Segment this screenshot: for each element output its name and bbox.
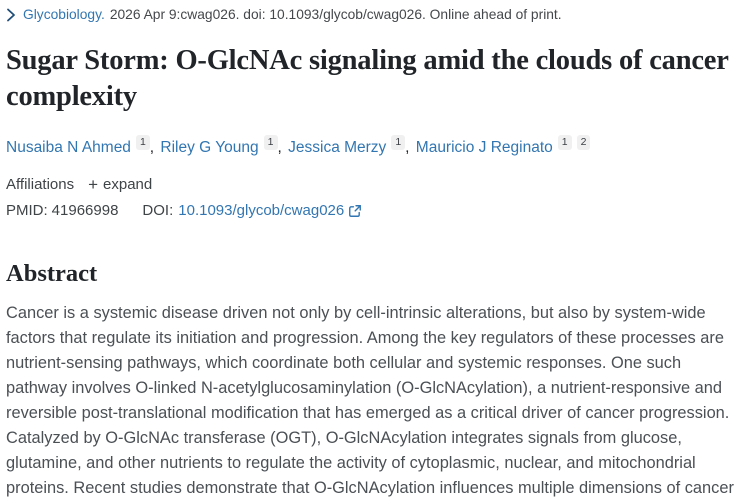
- affiliation-superscript: 1: [391, 135, 406, 150]
- author-separator: ,: [277, 139, 287, 156]
- abstract-heading: Abstract: [6, 260, 98, 287]
- identifiers-row: PMID: 41966998 DOI: 10.1093/glycob/cwag02…: [6, 202, 742, 219]
- author-separator: ,: [149, 139, 159, 156]
- journal-chevron-icon[interactable]: [6, 8, 16, 22]
- expand-affiliations-button[interactable]: + expand: [88, 176, 152, 193]
- external-link-icon: [349, 204, 362, 217]
- doi-value: 10.1093/glycob/cwag026: [178, 202, 345, 219]
- pmid-value: 41966998: [51, 202, 119, 219]
- article-title: Sugar Storm: O-GlcNAc signaling amid the…: [6, 45, 729, 112]
- affiliations-label: Affiliations: [6, 176, 75, 193]
- author-link[interactable]: Jessica Merzy: [288, 139, 387, 156]
- author-link[interactable]: Nusaiba N Ahmed: [6, 139, 131, 156]
- expand-label: expand: [103, 176, 153, 193]
- author-separator: ,: [405, 139, 414, 156]
- pmid-label: PMID:: [6, 202, 48, 219]
- citation-line: Glycobiology. 2026 Apr 9:cwag026. doi: 1…: [6, 7, 742, 22]
- journal-link[interactable]: Glycobiology.: [23, 7, 105, 22]
- plus-icon: +: [88, 175, 99, 194]
- citation-meta: 2026 Apr 9:cwag026. doi: 10.1093/glycob/…: [109, 7, 562, 22]
- author-link[interactable]: Mauricio J Reginato: [415, 139, 553, 156]
- pmid-group: PMID: 41966998: [6, 202, 118, 219]
- affiliations-row: Affiliations + expand: [6, 176, 742, 193]
- affiliation-superscript: 1: [263, 135, 278, 150]
- author-link[interactable]: Riley G Young: [160, 139, 259, 156]
- affiliation-superscript: 1: [135, 135, 150, 150]
- affiliation-superscript: 2: [576, 135, 591, 150]
- affiliation-superscript: 1: [557, 135, 572, 150]
- authors-list: Nusaiba N Ahmed 1, Riley G Young 1, Jessic…: [6, 135, 742, 157]
- doi-link[interactable]: 10.1093/glycob/cwag026: [178, 202, 362, 219]
- abstract-text: Cancer is a systemic disease driven not …: [6, 304, 734, 497]
- doi-label: DOI:: [142, 202, 174, 219]
